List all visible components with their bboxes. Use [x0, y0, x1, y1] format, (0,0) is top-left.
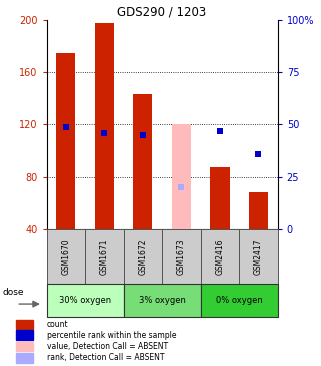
- Text: 0% oxygen: 0% oxygen: [216, 296, 263, 305]
- Text: count: count: [47, 320, 69, 329]
- Text: dose: dose: [2, 288, 24, 297]
- Bar: [210, 168, 230, 229]
- Text: value, Detection Call = ABSENT: value, Detection Call = ABSENT: [47, 342, 168, 351]
- Bar: [124, 229, 162, 284]
- Bar: [47, 284, 124, 317]
- Bar: [56, 53, 75, 229]
- Text: GSM1670: GSM1670: [61, 238, 70, 275]
- Bar: [16, 320, 33, 329]
- Text: 30% oxygen: 30% oxygen: [59, 296, 111, 305]
- Bar: [162, 229, 201, 284]
- Text: GSM1673: GSM1673: [177, 238, 186, 275]
- Text: percentile rank within the sample: percentile rank within the sample: [47, 331, 177, 340]
- Title: GDS290 / 1203: GDS290 / 1203: [117, 6, 207, 19]
- Bar: [249, 192, 268, 229]
- Text: GSM2417: GSM2417: [254, 238, 263, 275]
- Bar: [124, 284, 201, 317]
- Bar: [201, 229, 239, 284]
- Bar: [95, 23, 114, 229]
- Bar: [47, 229, 85, 284]
- Text: GSM1672: GSM1672: [138, 238, 147, 275]
- Text: GSM2416: GSM2416: [215, 238, 224, 275]
- Bar: [16, 353, 33, 363]
- Text: 3% oxygen: 3% oxygen: [139, 296, 186, 305]
- Bar: [172, 124, 191, 229]
- Bar: [201, 284, 278, 317]
- Bar: [85, 229, 124, 284]
- Text: GSM1671: GSM1671: [100, 238, 109, 275]
- Bar: [16, 330, 33, 340]
- Bar: [133, 94, 152, 229]
- Bar: [16, 342, 33, 351]
- Bar: [239, 229, 278, 284]
- Text: rank, Detection Call = ABSENT: rank, Detection Call = ABSENT: [47, 353, 164, 362]
